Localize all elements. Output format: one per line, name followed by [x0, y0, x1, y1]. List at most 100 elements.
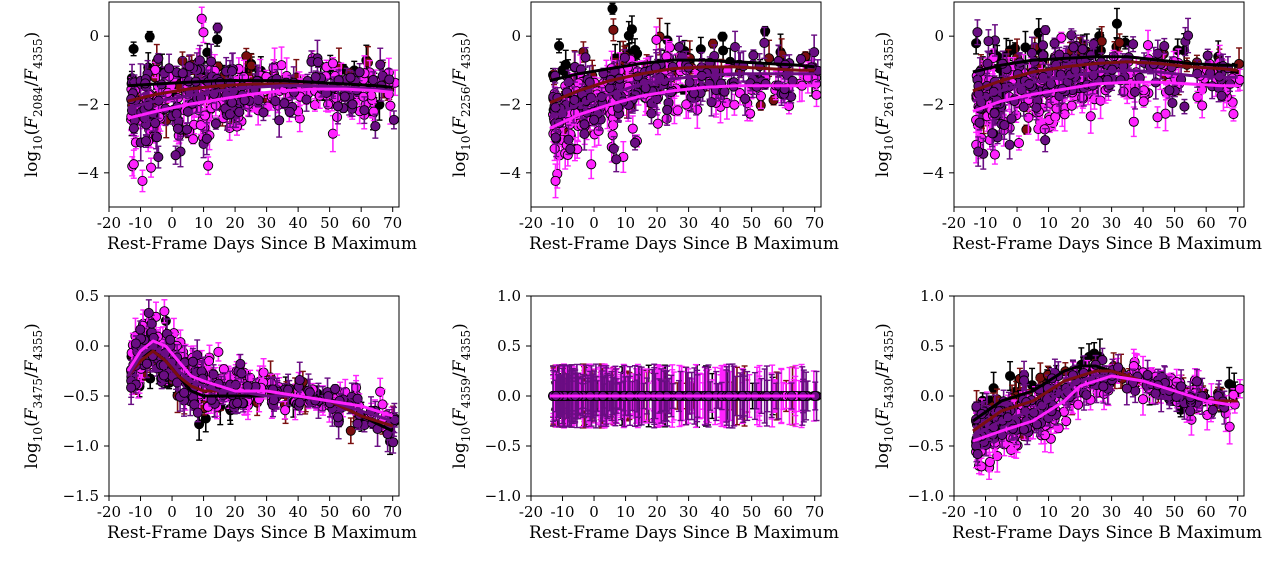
series-line-purple [549, 72, 815, 120]
data-point [332, 111, 343, 123]
data-point [359, 105, 370, 116]
data-point [1152, 112, 1163, 123]
data-point [811, 89, 821, 100]
data-point [145, 162, 157, 173]
x-tick-label: 60 [774, 214, 793, 232]
data-point [1085, 111, 1096, 122]
data-point [632, 48, 643, 59]
data-point [196, 13, 207, 24]
data-point [1006, 113, 1017, 124]
data-point [327, 58, 338, 69]
data-point [234, 107, 245, 118]
data-point [153, 53, 164, 64]
series-line-magenta [127, 87, 393, 120]
data-point [787, 75, 798, 86]
data-point [607, 3, 618, 14]
data-point [1228, 108, 1239, 120]
y-tick-label: −4 [499, 164, 521, 182]
data-point [310, 72, 321, 83]
data-point [212, 22, 223, 33]
data-point [662, 104, 673, 115]
data-point [607, 130, 618, 141]
data-point [672, 105, 683, 116]
data-point [971, 38, 982, 49]
data-point [151, 132, 163, 143]
data-point [210, 118, 221, 129]
x-tick-label: 60 [352, 214, 371, 232]
series-line-black [127, 79, 393, 89]
x-tick-label: -20 [97, 214, 121, 232]
data-point [684, 77, 695, 88]
data-point [608, 24, 619, 35]
x-tick-label: 20 [226, 214, 245, 232]
data-point [137, 175, 148, 186]
data-point [164, 63, 175, 74]
data-point [271, 73, 282, 84]
data-point [279, 98, 290, 109]
data-point [284, 106, 295, 117]
data-point [128, 159, 139, 170]
data-point [1059, 109, 1070, 120]
data-point [745, 108, 756, 119]
x-tick-label: -10 [128, 214, 152, 232]
x-tick-label: 70 [805, 214, 824, 232]
data-point [212, 34, 223, 45]
data-point [201, 133, 212, 144]
data-point [274, 115, 285, 126]
data-point [740, 93, 751, 104]
data-point [1111, 18, 1123, 29]
data-point [203, 160, 214, 171]
data-point [626, 24, 637, 35]
data-point [760, 26, 771, 37]
data-point [588, 114, 600, 125]
data-point [989, 149, 1000, 160]
x-tick-label: 50 [320, 214, 339, 232]
data-point [153, 152, 164, 163]
data-point [550, 132, 561, 143]
x-tick-label: 30 [679, 214, 698, 232]
plot-area [971, 7, 1244, 170]
data-point [579, 119, 590, 130]
data-point [172, 123, 183, 134]
x-tick-label: 10 [616, 214, 635, 232]
x-tick-label: 40 [289, 214, 308, 232]
data-point [312, 57, 323, 68]
series-line-purple [127, 84, 393, 110]
data-point [206, 56, 217, 67]
data-point [579, 128, 590, 139]
data-point [1202, 50, 1213, 61]
data-point [1066, 100, 1077, 111]
data-point [171, 108, 182, 119]
x-tick-label: 20 [648, 214, 667, 232]
data-point [565, 144, 576, 155]
data-point [339, 91, 350, 102]
x-axis-label: Rest-Frame Days Since B Maximum [107, 234, 417, 254]
x-axis-label: Rest-Frame Days Since B Maximum [529, 234, 839, 254]
data-point [1023, 112, 1034, 123]
data-point [652, 118, 663, 129]
x-tick-label: 0 [167, 214, 177, 232]
y-axis-label: log10(F2084/F4355) [22, 32, 45, 178]
data-point [385, 100, 396, 111]
data-point [332, 101, 343, 112]
data-point [370, 121, 381, 132]
data-point [368, 74, 379, 86]
data-point [563, 134, 574, 145]
data-point [258, 107, 269, 118]
data-point [184, 61, 195, 72]
y-tick-label: −4 [77, 164, 99, 182]
y-tick-label: −2 [499, 96, 521, 114]
data-point [345, 72, 356, 83]
plot-area [126, 6, 399, 193]
data-point [795, 54, 807, 65]
data-point [748, 50, 759, 61]
data-point [651, 34, 662, 45]
data-point [569, 94, 580, 106]
data-point [707, 38, 719, 49]
data-point [1197, 100, 1208, 111]
y-tick-label: −2 [77, 96, 99, 114]
data-point [627, 123, 638, 134]
data-point [755, 91, 766, 102]
plot-area [548, 2, 821, 199]
